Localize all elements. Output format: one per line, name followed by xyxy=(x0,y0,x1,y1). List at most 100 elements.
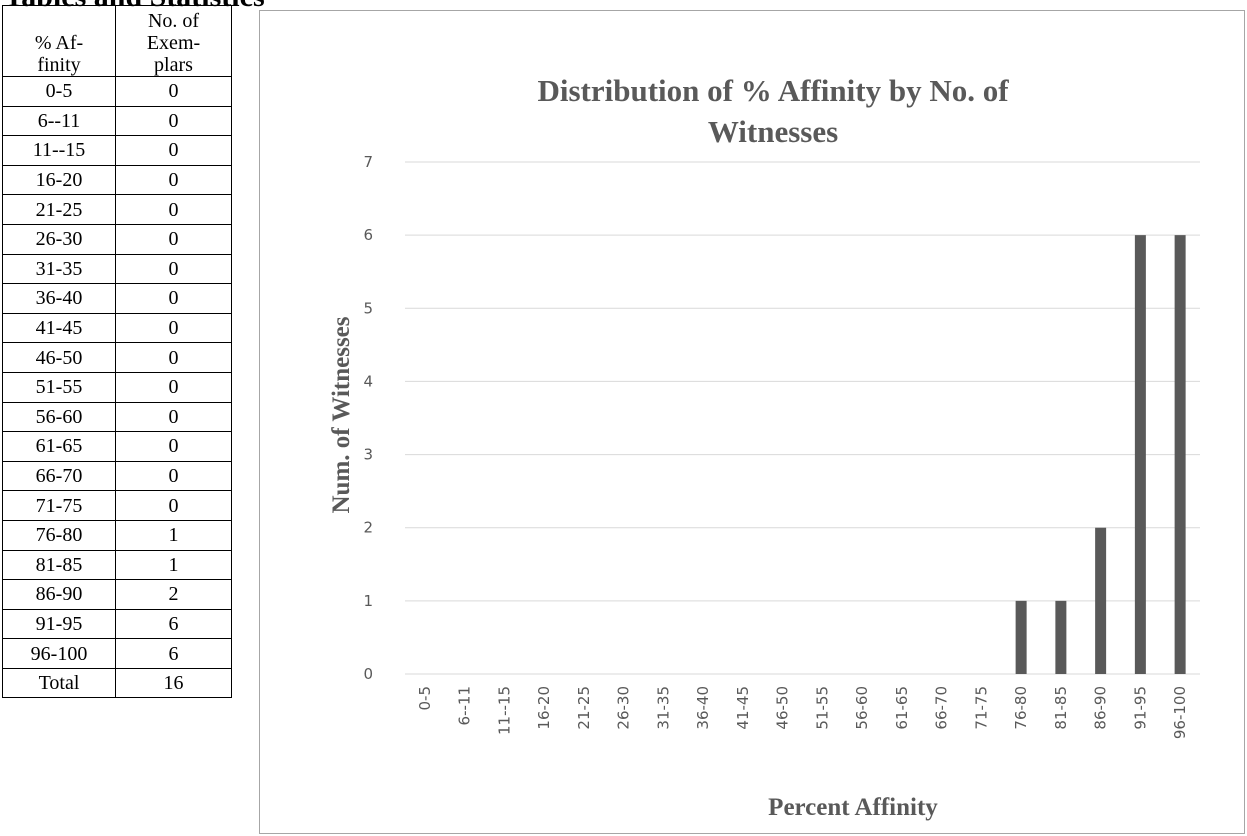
affinity-range-cell: 61-65 xyxy=(2,431,116,462)
header-exemplars: No. of Exem- plars xyxy=(115,5,232,77)
affinity-range-cell: 76-80 xyxy=(2,519,116,551)
x-tick-label: 61-65 xyxy=(893,686,911,730)
exemplar-count-cell: 0 xyxy=(115,460,232,492)
table-row: 41-45 0 xyxy=(2,312,232,344)
header-affinity-line: % Af- xyxy=(34,32,84,54)
affinity-table: % Af- finity No. of Exem- plars 0-5 0 6--1… xyxy=(2,5,232,699)
exemplar-count-cell: 0 xyxy=(115,76,232,107)
total-value: 16 xyxy=(115,667,232,699)
affinity-range-cell: 21-25 xyxy=(2,194,116,225)
table-row: 31-35 0 xyxy=(2,253,232,285)
table-row: 86-90 2 xyxy=(2,579,232,610)
exemplar-count-cell: 0 xyxy=(115,135,232,166)
exemplar-count-cell: 0 xyxy=(115,312,232,344)
affinity-range-cell: 26-30 xyxy=(2,223,116,255)
table-row: 76-80 1 xyxy=(2,519,232,551)
exemplar-count-cell: 2 xyxy=(115,579,232,610)
table-row: 26-30 0 xyxy=(2,223,232,255)
exemplar-count-cell: 0 xyxy=(115,253,232,285)
x-tick-label: 6--11 xyxy=(456,686,474,725)
header-exemplars-line: plars xyxy=(154,54,193,76)
chart-frame: Distribution of % Affinity by No. of Wit… xyxy=(259,10,1245,834)
exemplar-count-cell: 0 xyxy=(115,164,232,196)
x-tick-label: 31-35 xyxy=(654,686,672,730)
affinity-range-cell: 81-85 xyxy=(2,549,116,581)
bar xyxy=(1134,235,1146,674)
table-row: 81-85 1 xyxy=(2,549,232,581)
bar xyxy=(1095,527,1107,674)
affinity-range-cell: 31-35 xyxy=(2,253,116,285)
table-header-row: % Af- finity No. of Exem- plars xyxy=(2,5,232,77)
affinity-range-cell: 36-40 xyxy=(2,283,116,314)
exemplar-count-cell: 0 xyxy=(115,371,232,403)
x-tick-label: 16-20 xyxy=(535,686,553,730)
affinity-range-cell: 66-70 xyxy=(2,460,116,492)
affinity-range-cell: 56-60 xyxy=(2,401,116,433)
x-tick-label: 21-25 xyxy=(575,686,593,730)
exemplar-count-cell: 0 xyxy=(115,105,232,137)
x-tick-label: 56-60 xyxy=(853,686,871,730)
x-tick-label: 81-85 xyxy=(1052,686,1070,730)
y-tick-label: 3 xyxy=(363,446,373,464)
affinity-range-cell: 71-75 xyxy=(2,490,116,521)
table-row: 11--15 0 xyxy=(2,135,232,166)
table-row: 6--11 0 xyxy=(2,105,232,137)
y-tick-layer: 0 1 2 3 4 5 6 7 xyxy=(363,153,373,683)
affinity-range-cell: 41-45 xyxy=(2,312,116,344)
exemplar-count-cell: 0 xyxy=(115,194,232,225)
table-row: 46-50 0 xyxy=(2,342,232,373)
x-tick-label: 71-75 xyxy=(972,686,990,730)
exemplar-count-cell: 0 xyxy=(115,223,232,255)
exemplar-count-cell: 0 xyxy=(115,490,232,521)
exemplar-count-cell: 6 xyxy=(115,608,232,640)
exemplar-count-cell: 0 xyxy=(115,342,232,373)
affinity-range-cell: 96-100 xyxy=(2,638,116,669)
header-affinity: % Af- finity xyxy=(2,5,116,77)
x-tick-label: 91-95 xyxy=(1131,686,1149,730)
exemplar-count-cell: 1 xyxy=(115,519,232,551)
exemplar-count-cell: 0 xyxy=(115,431,232,462)
table-row: 96-100 6 xyxy=(2,638,232,669)
x-tick-label: 11--15 xyxy=(495,686,513,735)
header-exemplars-line: No. of xyxy=(147,10,200,32)
table-row: 51-55 0 xyxy=(2,371,232,403)
x-tick-label: 41-45 xyxy=(734,686,752,730)
y-tick-label: 1 xyxy=(363,592,373,610)
table-row: 16-20 0 xyxy=(2,164,232,196)
exemplar-count-cell: 1 xyxy=(115,549,232,581)
x-tick-label: 0-5 xyxy=(416,686,434,711)
chart-title-line-1: Distribution of % Affinity by No. of xyxy=(537,73,1009,108)
x-tick-label: 46-50 xyxy=(774,686,792,730)
y-tick-label: 2 xyxy=(363,519,373,537)
exemplar-count-cell: 0 xyxy=(115,283,232,314)
header-exemplars-line: Exem- xyxy=(146,32,201,54)
header-affinity-line: finity xyxy=(37,54,81,76)
x-tick-label: 36-40 xyxy=(694,686,712,730)
table-total-row: Total 16 xyxy=(2,667,232,699)
table-row: 61-65 0 xyxy=(2,431,232,462)
table-row: 66-70 0 xyxy=(2,460,232,492)
y-tick-label: 7 xyxy=(363,153,373,171)
affinity-range-cell: 0-5 xyxy=(2,76,116,107)
table-row: 36-40 0 xyxy=(2,283,232,314)
y-axis-title: Num. of Witnesses xyxy=(328,316,355,513)
bar xyxy=(1174,235,1186,674)
y-tick-label: 5 xyxy=(363,299,373,317)
table-row: 21-25 0 xyxy=(2,194,232,225)
affinity-range-cell: 6--11 xyxy=(2,105,116,137)
y-tick-label: 6 xyxy=(363,226,373,244)
table-row: 0-5 0 xyxy=(2,76,232,107)
affinity-bar-chart: Distribution of % Affinity by No. of Wit… xyxy=(328,73,1200,821)
total-label: Total xyxy=(2,667,116,699)
affinity-range-cell: 46-50 xyxy=(2,342,116,373)
bar-layer xyxy=(1015,235,1186,674)
y-tick-label: 0 xyxy=(363,665,373,683)
chart-title-line-2: Witnesses xyxy=(708,114,838,149)
x-tick-label: 96-100 xyxy=(1171,686,1189,739)
x-tick-label: 66-70 xyxy=(933,686,951,730)
affinity-range-cell: 51-55 xyxy=(2,371,116,403)
x-tick-label: 26-30 xyxy=(615,686,633,730)
affinity-range-cell: 16-20 xyxy=(2,164,116,196)
x-tick-label: 51-55 xyxy=(813,686,831,730)
x-tick-label: 76-80 xyxy=(1012,686,1030,730)
